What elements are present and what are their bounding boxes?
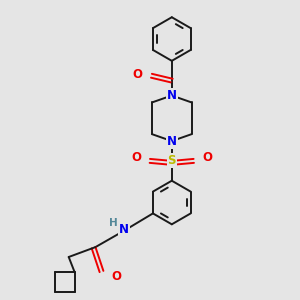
Text: N: N: [167, 135, 177, 148]
Text: O: O: [132, 68, 142, 81]
Text: O: O: [131, 152, 141, 164]
Text: S: S: [167, 154, 176, 167]
Text: H: H: [109, 218, 118, 228]
Text: N: N: [167, 89, 177, 102]
Text: O: O: [111, 270, 121, 283]
Text: N: N: [119, 223, 129, 236]
Text: O: O: [202, 152, 212, 164]
